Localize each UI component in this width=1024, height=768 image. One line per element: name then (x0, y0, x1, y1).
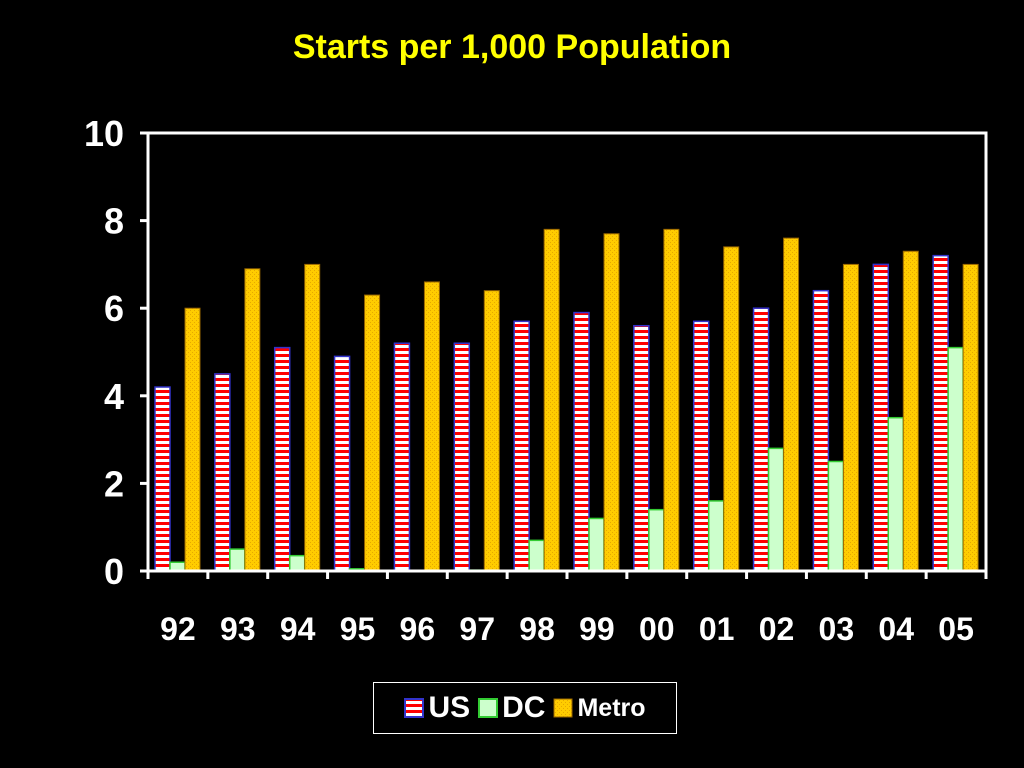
bar-us-95 (333, 355, 351, 572)
bar-us-94 (273, 346, 291, 572)
bar-us-92 (154, 386, 171, 572)
bar-metro-99 (603, 233, 620, 572)
bar-metro-01 (723, 246, 740, 572)
bar-dc-03 (827, 460, 845, 572)
x-tick-label: 94 (280, 611, 316, 647)
legend-swatch-dc (478, 698, 499, 718)
legend-item-dc: DC (478, 693, 545, 723)
bar-dc-02 (767, 447, 785, 572)
bar-metro-00 (663, 228, 680, 572)
legend-label-dc: DC (502, 691, 546, 724)
bar-dc-94 (288, 554, 306, 572)
bar-metro-98 (543, 228, 560, 572)
x-tick-label: 00 (639, 611, 675, 647)
legend-item-us: US (404, 693, 470, 723)
x-tick-label: 92 (160, 611, 196, 647)
bar-metro-02 (783, 237, 800, 572)
bar-metro-04 (902, 250, 919, 572)
legend: US DC Metro (373, 682, 677, 734)
bar-us-04 (872, 263, 890, 572)
x-tick-label: 98 (519, 611, 555, 647)
bar-us-98 (513, 320, 530, 572)
x-tick-label: 02 (759, 611, 795, 647)
y-tick-label: 8 (104, 201, 124, 242)
bar-metro-93 (244, 268, 261, 572)
x-tick-label: 93 (220, 611, 256, 647)
bar-us-02 (752, 307, 770, 572)
bar-metro-92 (184, 307, 201, 572)
bar-us-05 (932, 254, 949, 572)
bar-metro-97 (483, 290, 500, 572)
bar-us-03 (812, 289, 830, 572)
legend-swatch-metro (553, 698, 573, 718)
x-tick-label: 99 (579, 611, 615, 647)
bar-us-93 (214, 373, 231, 572)
bar-metro-96 (423, 281, 440, 572)
bars-layer (154, 228, 979, 572)
bar-metro-05 (962, 263, 979, 572)
bar-us-96 (393, 342, 411, 572)
y-tick-label: 2 (104, 463, 124, 504)
x-tick-label: 96 (400, 611, 436, 647)
bar-dc-04 (887, 416, 905, 572)
bar-metro-95 (364, 294, 381, 572)
legend-swatch-us (404, 698, 425, 718)
x-tick-label: 04 (878, 611, 914, 647)
y-tick-label: 0 (104, 551, 124, 592)
x-tick-label: 01 (699, 611, 735, 647)
bar-us-01 (692, 320, 710, 572)
x-tick-label: 03 (819, 611, 855, 647)
bar-dc-00 (648, 508, 665, 572)
chart-title: Starts per 1,000 Population (292, 28, 732, 66)
legend-label-us: US (428, 691, 471, 724)
bar-dc-98 (528, 539, 545, 572)
y-tick-label: 6 (104, 288, 124, 329)
legend-label-metro: Metro (577, 693, 646, 722)
y-tick-label: 4 (104, 376, 124, 417)
x-tick-label: 97 (459, 611, 495, 647)
bar-metro-03 (842, 263, 859, 572)
plot-frame (146, 131, 988, 573)
bar-us-97 (453, 342, 471, 572)
bar-dc-05 (947, 346, 964, 572)
y-tick-label: 10 (84, 113, 124, 154)
legend-item-metro: Metro (553, 693, 646, 722)
bar-dc-93 (229, 548, 246, 572)
x-tick-label: 05 (938, 611, 974, 647)
x-tick-label: 95 (340, 611, 376, 647)
bar-dc-01 (707, 500, 725, 572)
bar-metro-94 (304, 263, 321, 572)
bar-us-00 (633, 324, 650, 572)
bar-dc-99 (588, 517, 605, 572)
bar-us-99 (573, 311, 590, 572)
